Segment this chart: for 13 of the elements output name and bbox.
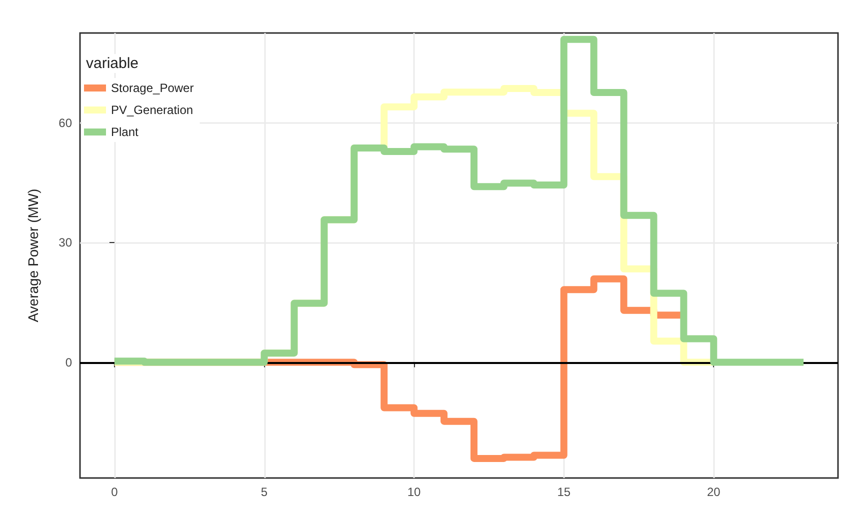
- y-tick-label: 60: [58, 116, 72, 130]
- y-tick-label: 30: [58, 236, 72, 250]
- x-tick-label: 15: [557, 485, 571, 499]
- y-tick-label: 0: [65, 355, 72, 370]
- legend-label: Storage_Power: [111, 81, 194, 95]
- y-axis-title: Average Power (MW): [25, 188, 41, 322]
- legend-label: PV_Generation: [111, 103, 194, 117]
- x-tick-label: 5: [260, 485, 268, 499]
- x-tick-label: 10: [407, 485, 422, 499]
- x-tick-label: 20: [706, 485, 721, 499]
- x-tick-label: 0: [111, 485, 118, 499]
- legend-label: Plant: [111, 125, 140, 139]
- legend-title: variable: [86, 55, 139, 72]
